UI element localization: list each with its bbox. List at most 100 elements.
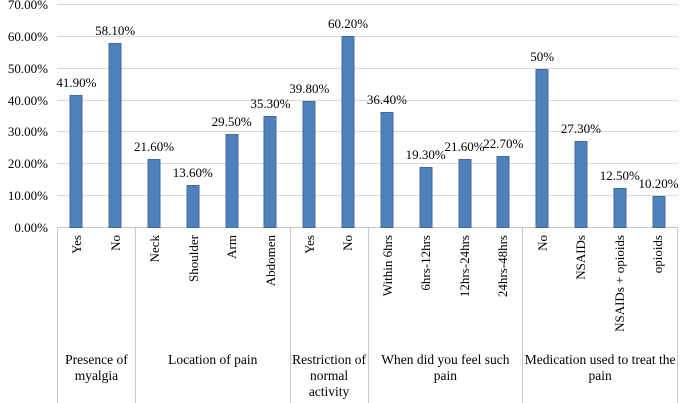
bar bbox=[496, 155, 510, 228]
category-label: 24hrs-48hrs bbox=[495, 235, 511, 298]
category-label: No bbox=[534, 235, 550, 251]
bar-value-label: 35.30% bbox=[250, 95, 291, 111]
category-label-slot: NSAIDs + opioids bbox=[600, 228, 638, 352]
category-label: Abdomen bbox=[262, 235, 278, 287]
gridline bbox=[57, 35, 678, 37]
bar bbox=[108, 42, 122, 228]
bar-value-label: 21.60% bbox=[133, 139, 175, 155]
category-label: 12hrs-24hrs bbox=[456, 235, 472, 298]
bar-slot: 21.60% bbox=[444, 5, 485, 228]
bar bbox=[535, 68, 549, 228]
category-label-slot: Arm bbox=[213, 228, 251, 352]
x-axis-line bbox=[57, 227, 678, 228]
group-label: When did you feel such pain bbox=[381, 352, 510, 383]
y-tick-label: 40.00% bbox=[7, 92, 48, 108]
bar-value-label: 21.60% bbox=[444, 139, 485, 155]
bar-slot: 50% bbox=[523, 5, 562, 228]
bar-value-label: 12.50% bbox=[599, 168, 640, 184]
category-axis-area: Yes No Presence of myalgia Neck Shoulder Arm A… bbox=[57, 228, 678, 403]
y-tick-label: 70.00% bbox=[7, 0, 48, 12]
category-label: Neck bbox=[147, 235, 163, 263]
category-label-row: Yes No bbox=[58, 228, 135, 352]
group-label: Restriction of normal activity bbox=[292, 352, 366, 399]
bar bbox=[419, 166, 433, 228]
category-label-slot: 12hrs-24hrs bbox=[445, 228, 483, 352]
bar-value-label: 41.90% bbox=[56, 74, 97, 90]
bar-value-label: 36.40% bbox=[366, 92, 407, 108]
bar-slot: 36.40% bbox=[366, 5, 407, 228]
bar-value-label: 58.10% bbox=[95, 22, 136, 38]
y-tick-label: 10.00% bbox=[7, 188, 48, 204]
bar-slot: 39.80% bbox=[289, 5, 330, 228]
bar-slot: 12.50% bbox=[599, 5, 640, 228]
category-label: Yes bbox=[302, 235, 318, 254]
bar bbox=[186, 184, 200, 228]
category-label: No bbox=[340, 235, 356, 251]
bar-value-label: 60.20% bbox=[328, 16, 369, 32]
category-label-slot: Yes bbox=[58, 228, 96, 352]
gridline bbox=[57, 99, 678, 101]
category-label: Within 6hrs bbox=[379, 235, 395, 297]
bar-value-label: 29.50% bbox=[211, 114, 252, 130]
bar-value-label: 27.30% bbox=[560, 121, 602, 137]
group-label: Location of pain bbox=[168, 352, 258, 367]
category-label-slot: No bbox=[329, 228, 367, 352]
group-cell: No NSAIDs NSAIDs + opioids opioids Medicatio… bbox=[522, 228, 678, 403]
bar-slot: 13.60% bbox=[173, 5, 213, 228]
category-label: opioids bbox=[649, 235, 665, 274]
bar-slot: 10.20% bbox=[638, 5, 679, 228]
category-label-slot: NSAIDs bbox=[562, 228, 600, 352]
category-label: Arm bbox=[224, 235, 240, 259]
bar-slot: 19.30% bbox=[405, 5, 446, 228]
plot-area: 41.90% 58.10% 21.60% 13.60% 29.50% 35.30% 39.8… bbox=[56, 4, 679, 228]
category-label-row: Yes No bbox=[291, 228, 368, 352]
bar-slot: 41.90% bbox=[56, 5, 97, 228]
category-label-slot: Shoulder bbox=[174, 228, 212, 352]
group-cell: Yes No Presence of myalgia bbox=[57, 228, 135, 403]
category-label-row: No NSAIDs NSAIDs + opioids opioids bbox=[523, 228, 677, 352]
category-label: Yes bbox=[69, 235, 85, 254]
category-label: No bbox=[107, 235, 123, 251]
gridline bbox=[57, 67, 678, 69]
category-label: NSAIDs bbox=[573, 235, 589, 280]
bar bbox=[380, 112, 394, 228]
category-label-slot: 6hrs-12hrs bbox=[407, 228, 445, 352]
category-label-slot: No bbox=[96, 228, 134, 352]
y-tick-label: 20.00% bbox=[7, 156, 48, 172]
bar-value-label: 22.70% bbox=[483, 135, 524, 151]
gridline bbox=[57, 4, 678, 5]
category-label-slot: Neck bbox=[136, 228, 174, 352]
bar-value-label: 10.20% bbox=[638, 175, 679, 191]
gridline bbox=[57, 131, 678, 133]
bar-slot: 29.50% bbox=[211, 5, 252, 228]
category-label: Shoulder bbox=[185, 235, 201, 282]
group-cell: Neck Shoulder Arm Abdomen Location of pain bbox=[134, 228, 290, 403]
bar bbox=[341, 36, 355, 228]
y-tick-label: 60.00% bbox=[7, 28, 48, 44]
bar bbox=[652, 195, 666, 228]
group-cell: Yes No Restriction of normal activity bbox=[289, 228, 368, 403]
bar bbox=[69, 94, 83, 228]
bar-slot: 58.10% bbox=[95, 5, 136, 228]
y-tick-label: 50.00% bbox=[7, 60, 48, 76]
category-label-slot: Within 6hrs bbox=[369, 228, 407, 352]
bar bbox=[225, 134, 239, 228]
bar bbox=[263, 115, 277, 228]
category-label-slot: Yes bbox=[291, 228, 329, 352]
y-tick-label: 30.00% bbox=[7, 124, 48, 140]
category-label-slot: No bbox=[523, 228, 561, 352]
bar-value-label: 19.30% bbox=[405, 146, 446, 162]
bar bbox=[574, 141, 588, 228]
y-tick-label: 0.00% bbox=[14, 220, 48, 235]
bar-value-label: 50% bbox=[530, 48, 555, 64]
category-label: NSAIDs + opioids bbox=[611, 235, 627, 332]
gridline bbox=[57, 195, 678, 197]
bar-value-label: 39.80% bbox=[289, 81, 330, 97]
category-label-row: Neck Shoulder Arm Abdomen bbox=[136, 228, 290, 352]
bar-slot: 27.30% bbox=[560, 5, 602, 228]
group-label: Medication used to treat the pain bbox=[524, 352, 676, 383]
category-label: 6hrs-12hrs bbox=[418, 235, 434, 291]
bar-slot: 22.70% bbox=[483, 5, 524, 228]
category-label-row: Within 6hrs 6hrs-12hrs 12hrs-24hrs 24hrs-48… bbox=[369, 228, 523, 352]
